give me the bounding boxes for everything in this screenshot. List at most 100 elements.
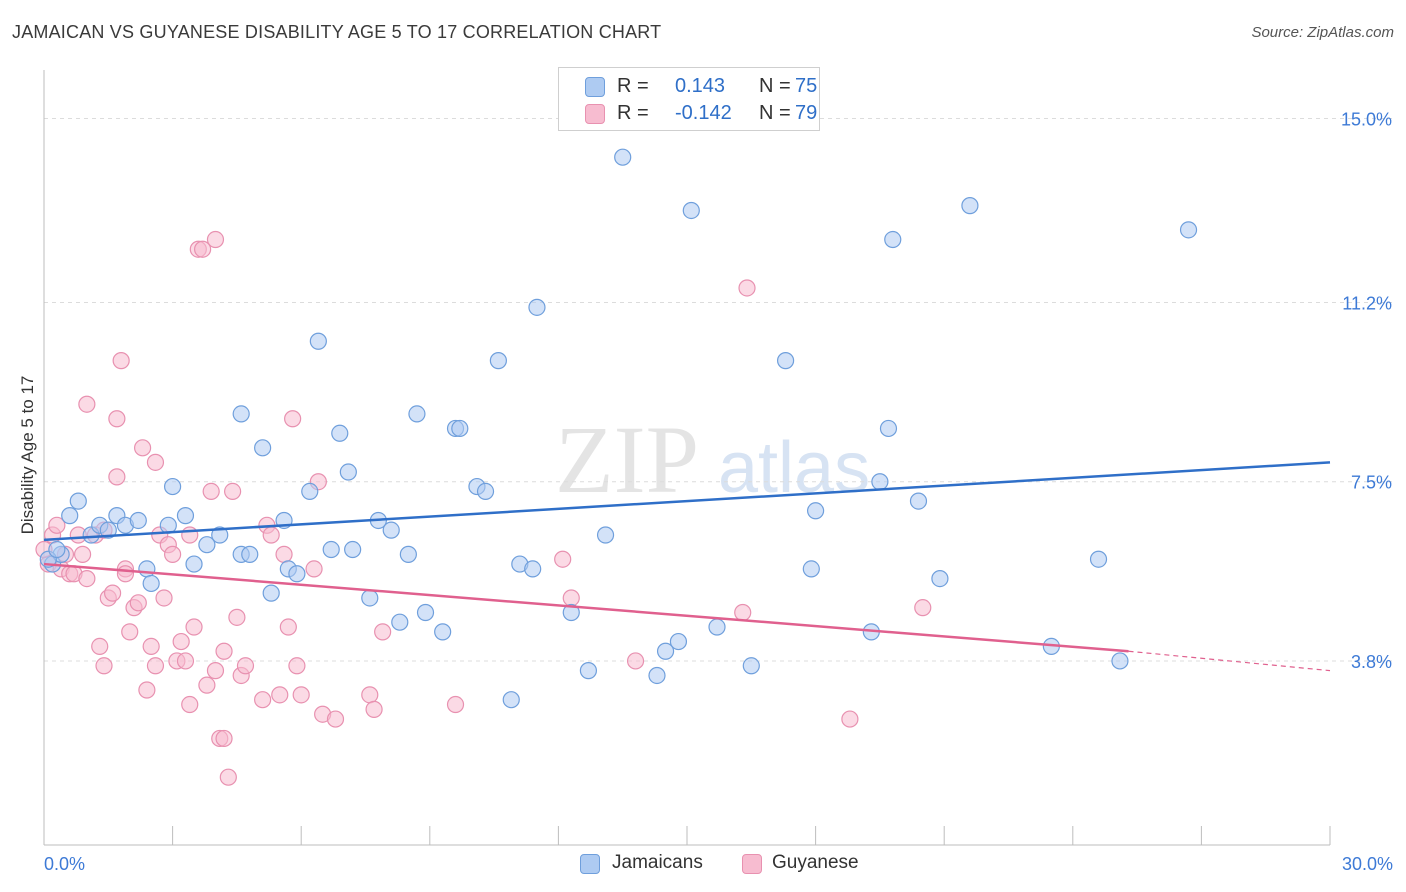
jamaican-point — [648, 666, 666, 685]
guyanese-point — [446, 695, 465, 714]
jamaican-point — [48, 540, 66, 559]
jamaican-point — [198, 536, 216, 554]
guyanese-point — [155, 589, 173, 607]
legend-r-label: R = — [617, 102, 649, 124]
guyanese-point — [129, 594, 147, 612]
guyanese-point — [365, 700, 383, 718]
jamaican-point — [931, 569, 949, 588]
guyanese-point — [224, 482, 242, 501]
guyanese-point — [198, 676, 216, 694]
guyanese-point — [292, 686, 310, 704]
jamaican-point — [1179, 221, 1198, 239]
guyanese-point — [326, 710, 345, 728]
guyanese-point — [305, 560, 323, 578]
jamaicans-trend-line — [43, 461, 1331, 542]
legend-r-label: R = — [617, 75, 649, 97]
guyanese-point — [254, 691, 272, 709]
guyanese-point — [215, 729, 233, 748]
guyanese-point — [194, 240, 212, 258]
jamaican-point — [528, 298, 546, 316]
jamaican-point — [871, 473, 889, 491]
grid-lines — [44, 117, 1392, 662]
guyanese-point — [48, 516, 66, 534]
legend-r-value: 0.143 — [675, 75, 726, 97]
jamaican-point — [301, 482, 319, 501]
guyanese-point — [112, 352, 130, 370]
guyanese-point — [78, 569, 96, 588]
jamaican-point — [262, 584, 280, 602]
guyanese-point — [288, 657, 306, 675]
guyanese-point — [146, 657, 165, 675]
guyanese-point — [146, 453, 165, 471]
jamaican-point — [142, 574, 160, 593]
legend-n-label: N = — [759, 102, 791, 124]
jamaican-point — [99, 521, 117, 539]
jamaican-point — [382, 521, 400, 539]
jamaican-point — [1089, 550, 1108, 568]
guyanese-point — [284, 410, 302, 428]
jamaican-point — [129, 511, 147, 530]
guyanese-point — [185, 618, 203, 636]
legend-n-label: N = — [759, 75, 791, 97]
jamaican-point — [476, 482, 495, 501]
guyanese-trend-line — [43, 562, 1129, 653]
guyanese-point — [202, 482, 220, 501]
jamaican-point — [879, 419, 898, 438]
guyanese-point — [176, 652, 195, 670]
jamaican-point — [806, 502, 825, 520]
tick-labels: 3.8% 7.5% 11.2% 15.0% 0.0% 30.0% — [44, 109, 1393, 874]
guyanese-point — [734, 603, 752, 622]
guyanese-swatch — [585, 104, 605, 124]
guyanese-point — [374, 623, 392, 641]
guyanese-point — [236, 657, 255, 675]
jamaican-point — [232, 405, 250, 423]
jamaican-point — [596, 526, 615, 544]
guyanese-point — [95, 657, 113, 675]
guyanese-point — [279, 618, 297, 636]
jamaican-point — [416, 603, 435, 622]
guyanese-point — [275, 545, 293, 563]
jamaicans-swatch — [580, 854, 600, 874]
legend-n-value: 75 — [795, 75, 818, 97]
guyanese-point — [554, 550, 572, 568]
jamaican-point — [408, 405, 426, 423]
jamaican-point — [185, 555, 203, 573]
jamaican-point — [562, 603, 580, 622]
jamaican-point — [961, 197, 979, 215]
trend-lines — [43, 461, 1331, 672]
x-tick-label: 0.0% — [44, 854, 85, 874]
jamaican-point — [434, 623, 452, 641]
bottom-legend-label: Jamaicans — [612, 852, 703, 873]
legend: R = 0.143 N = 75 R = -0.142 N = 79 — [558, 67, 820, 131]
guyanese-point — [206, 662, 225, 680]
bottom-legend-label: Guyanese — [772, 852, 859, 873]
guyanese-point — [841, 710, 859, 728]
guyanese-point — [219, 768, 237, 786]
axes — [43, 70, 1331, 846]
y-tick-label: 11.2% — [1342, 294, 1392, 314]
jamaican-point — [176, 507, 195, 525]
guyanese-point — [138, 681, 156, 699]
guyanese-points — [35, 230, 932, 786]
jamaican-point — [309, 332, 327, 350]
jamaican-point — [322, 540, 340, 559]
y-tick-label: 7.5% — [1351, 473, 1392, 493]
guyanese-point — [361, 686, 379, 704]
watermark-atlas: atlas — [718, 428, 870, 508]
jamaican-point — [331, 424, 349, 442]
jamaican-point — [524, 560, 542, 578]
guyanese-point — [108, 468, 126, 486]
guyanese-point — [271, 686, 289, 704]
jamaican-point — [1111, 652, 1129, 670]
source-label: Source: ZipAtlas.com — [1251, 24, 1394, 41]
y-axis-label: Disability Age 5 to 17 — [18, 375, 37, 535]
guyanese-point — [172, 632, 190, 651]
guyanese-point — [215, 642, 233, 660]
jamaican-point — [344, 540, 362, 559]
guyanese-point — [133, 439, 152, 457]
guyanese-point — [164, 545, 182, 563]
guyanese-point — [228, 608, 246, 626]
jamaican-point — [391, 613, 409, 631]
guyanese-point — [262, 526, 280, 544]
